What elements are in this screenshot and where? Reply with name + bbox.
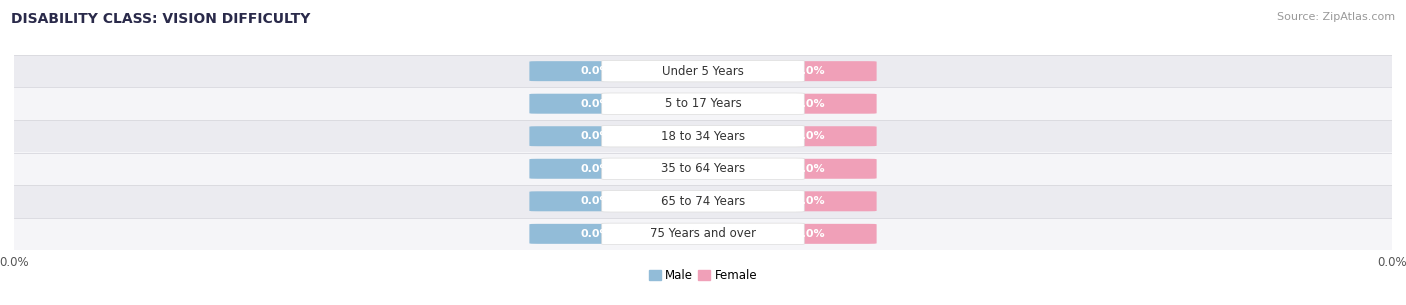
Text: 5 to 17 Years: 5 to 17 Years [665,97,741,110]
FancyBboxPatch shape [602,93,804,114]
Text: 0.0%: 0.0% [794,196,825,206]
Text: 0.0%: 0.0% [794,66,825,76]
Text: 75 Years and over: 75 Years and over [650,227,756,240]
Text: 0.0%: 0.0% [581,66,612,76]
FancyBboxPatch shape [530,94,664,114]
FancyBboxPatch shape [742,224,876,244]
Bar [14,55,1392,88]
Bar [14,88,1392,120]
Text: DISABILITY CLASS: VISION DIFFICULTY: DISABILITY CLASS: VISION DIFFICULTY [11,12,311,26]
FancyBboxPatch shape [530,191,664,211]
FancyBboxPatch shape [742,191,876,211]
FancyBboxPatch shape [602,60,804,82]
Bar [14,152,1392,185]
Bar [14,217,1392,250]
Text: Source: ZipAtlas.com: Source: ZipAtlas.com [1277,12,1395,22]
FancyBboxPatch shape [530,61,664,81]
Text: 0.0%: 0.0% [581,164,612,174]
Text: Under 5 Years: Under 5 Years [662,65,744,78]
Text: 0.0%: 0.0% [581,196,612,206]
FancyBboxPatch shape [530,126,664,146]
FancyBboxPatch shape [742,94,876,114]
Text: 0.0%: 0.0% [581,229,612,239]
Text: 0.0%: 0.0% [794,131,825,141]
FancyBboxPatch shape [602,126,804,147]
FancyBboxPatch shape [602,223,804,245]
Text: 0.0%: 0.0% [794,229,825,239]
Text: 0.0%: 0.0% [794,164,825,174]
FancyBboxPatch shape [530,159,664,179]
FancyBboxPatch shape [742,159,876,179]
FancyBboxPatch shape [742,126,876,146]
FancyBboxPatch shape [742,61,876,81]
Bar [14,120,1392,152]
Text: 35 to 64 Years: 35 to 64 Years [661,162,745,175]
Text: 18 to 34 Years: 18 to 34 Years [661,130,745,143]
Text: 65 to 74 Years: 65 to 74 Years [661,195,745,208]
Bar [14,185,1392,217]
Legend: Male, Female: Male, Female [644,265,762,287]
Text: 0.0%: 0.0% [581,99,612,109]
FancyBboxPatch shape [530,224,664,244]
Text: 0.0%: 0.0% [581,131,612,141]
FancyBboxPatch shape [602,191,804,212]
FancyBboxPatch shape [602,158,804,179]
Text: 0.0%: 0.0% [794,99,825,109]
